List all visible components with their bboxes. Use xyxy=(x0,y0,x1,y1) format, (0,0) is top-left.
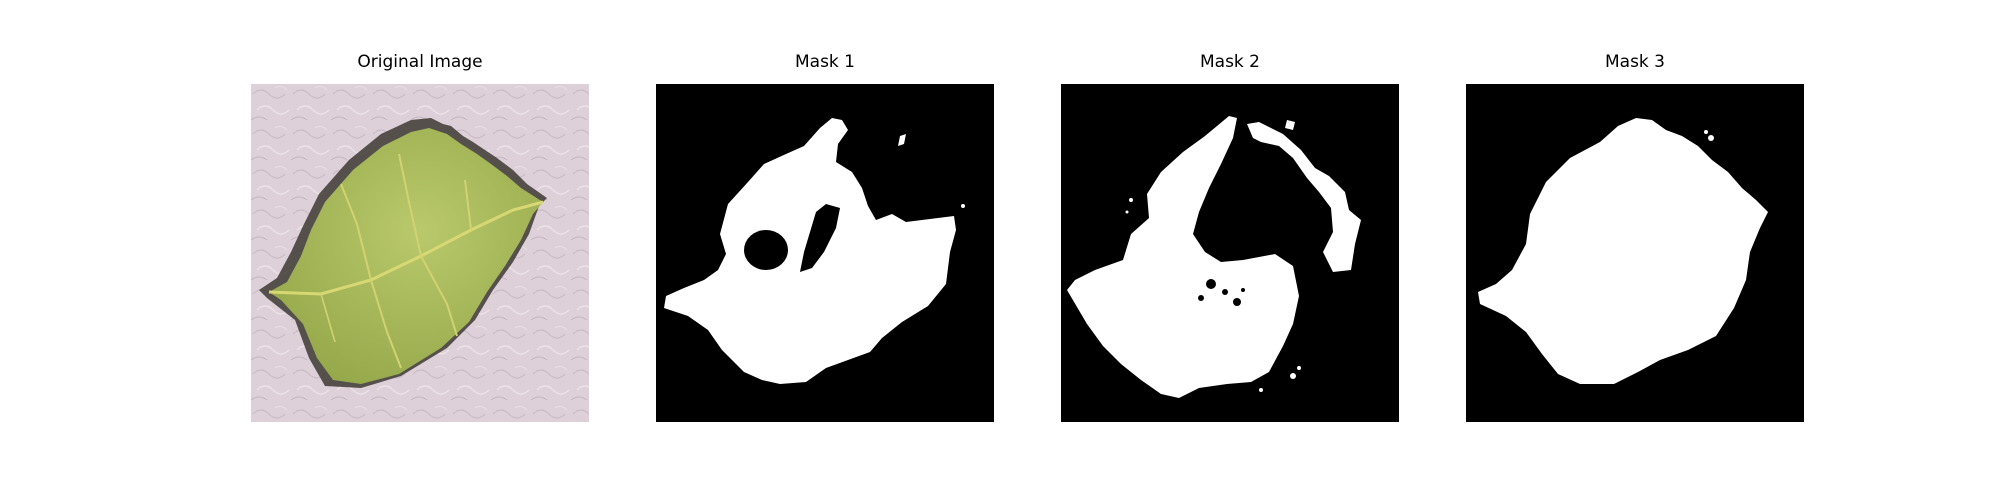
original-image-panel: Original Image xyxy=(251,52,589,422)
panel-title: Mask 1 xyxy=(794,52,855,72)
panel-title: Original Image xyxy=(357,52,483,72)
panel-title: Mask 3 xyxy=(1604,52,1665,72)
panel-title: Mask 2 xyxy=(1199,52,1260,72)
mask-3-panel: Mask 3 xyxy=(1466,52,1804,422)
mask-1-panel: Mask 1 xyxy=(656,52,994,422)
mask-2-panel: Mask 2 xyxy=(1061,52,1399,422)
mask-3-image xyxy=(1466,84,1804,422)
mask-1-image xyxy=(656,84,994,422)
original-leaf-photo xyxy=(251,84,589,422)
mask-2-image xyxy=(1061,84,1399,422)
